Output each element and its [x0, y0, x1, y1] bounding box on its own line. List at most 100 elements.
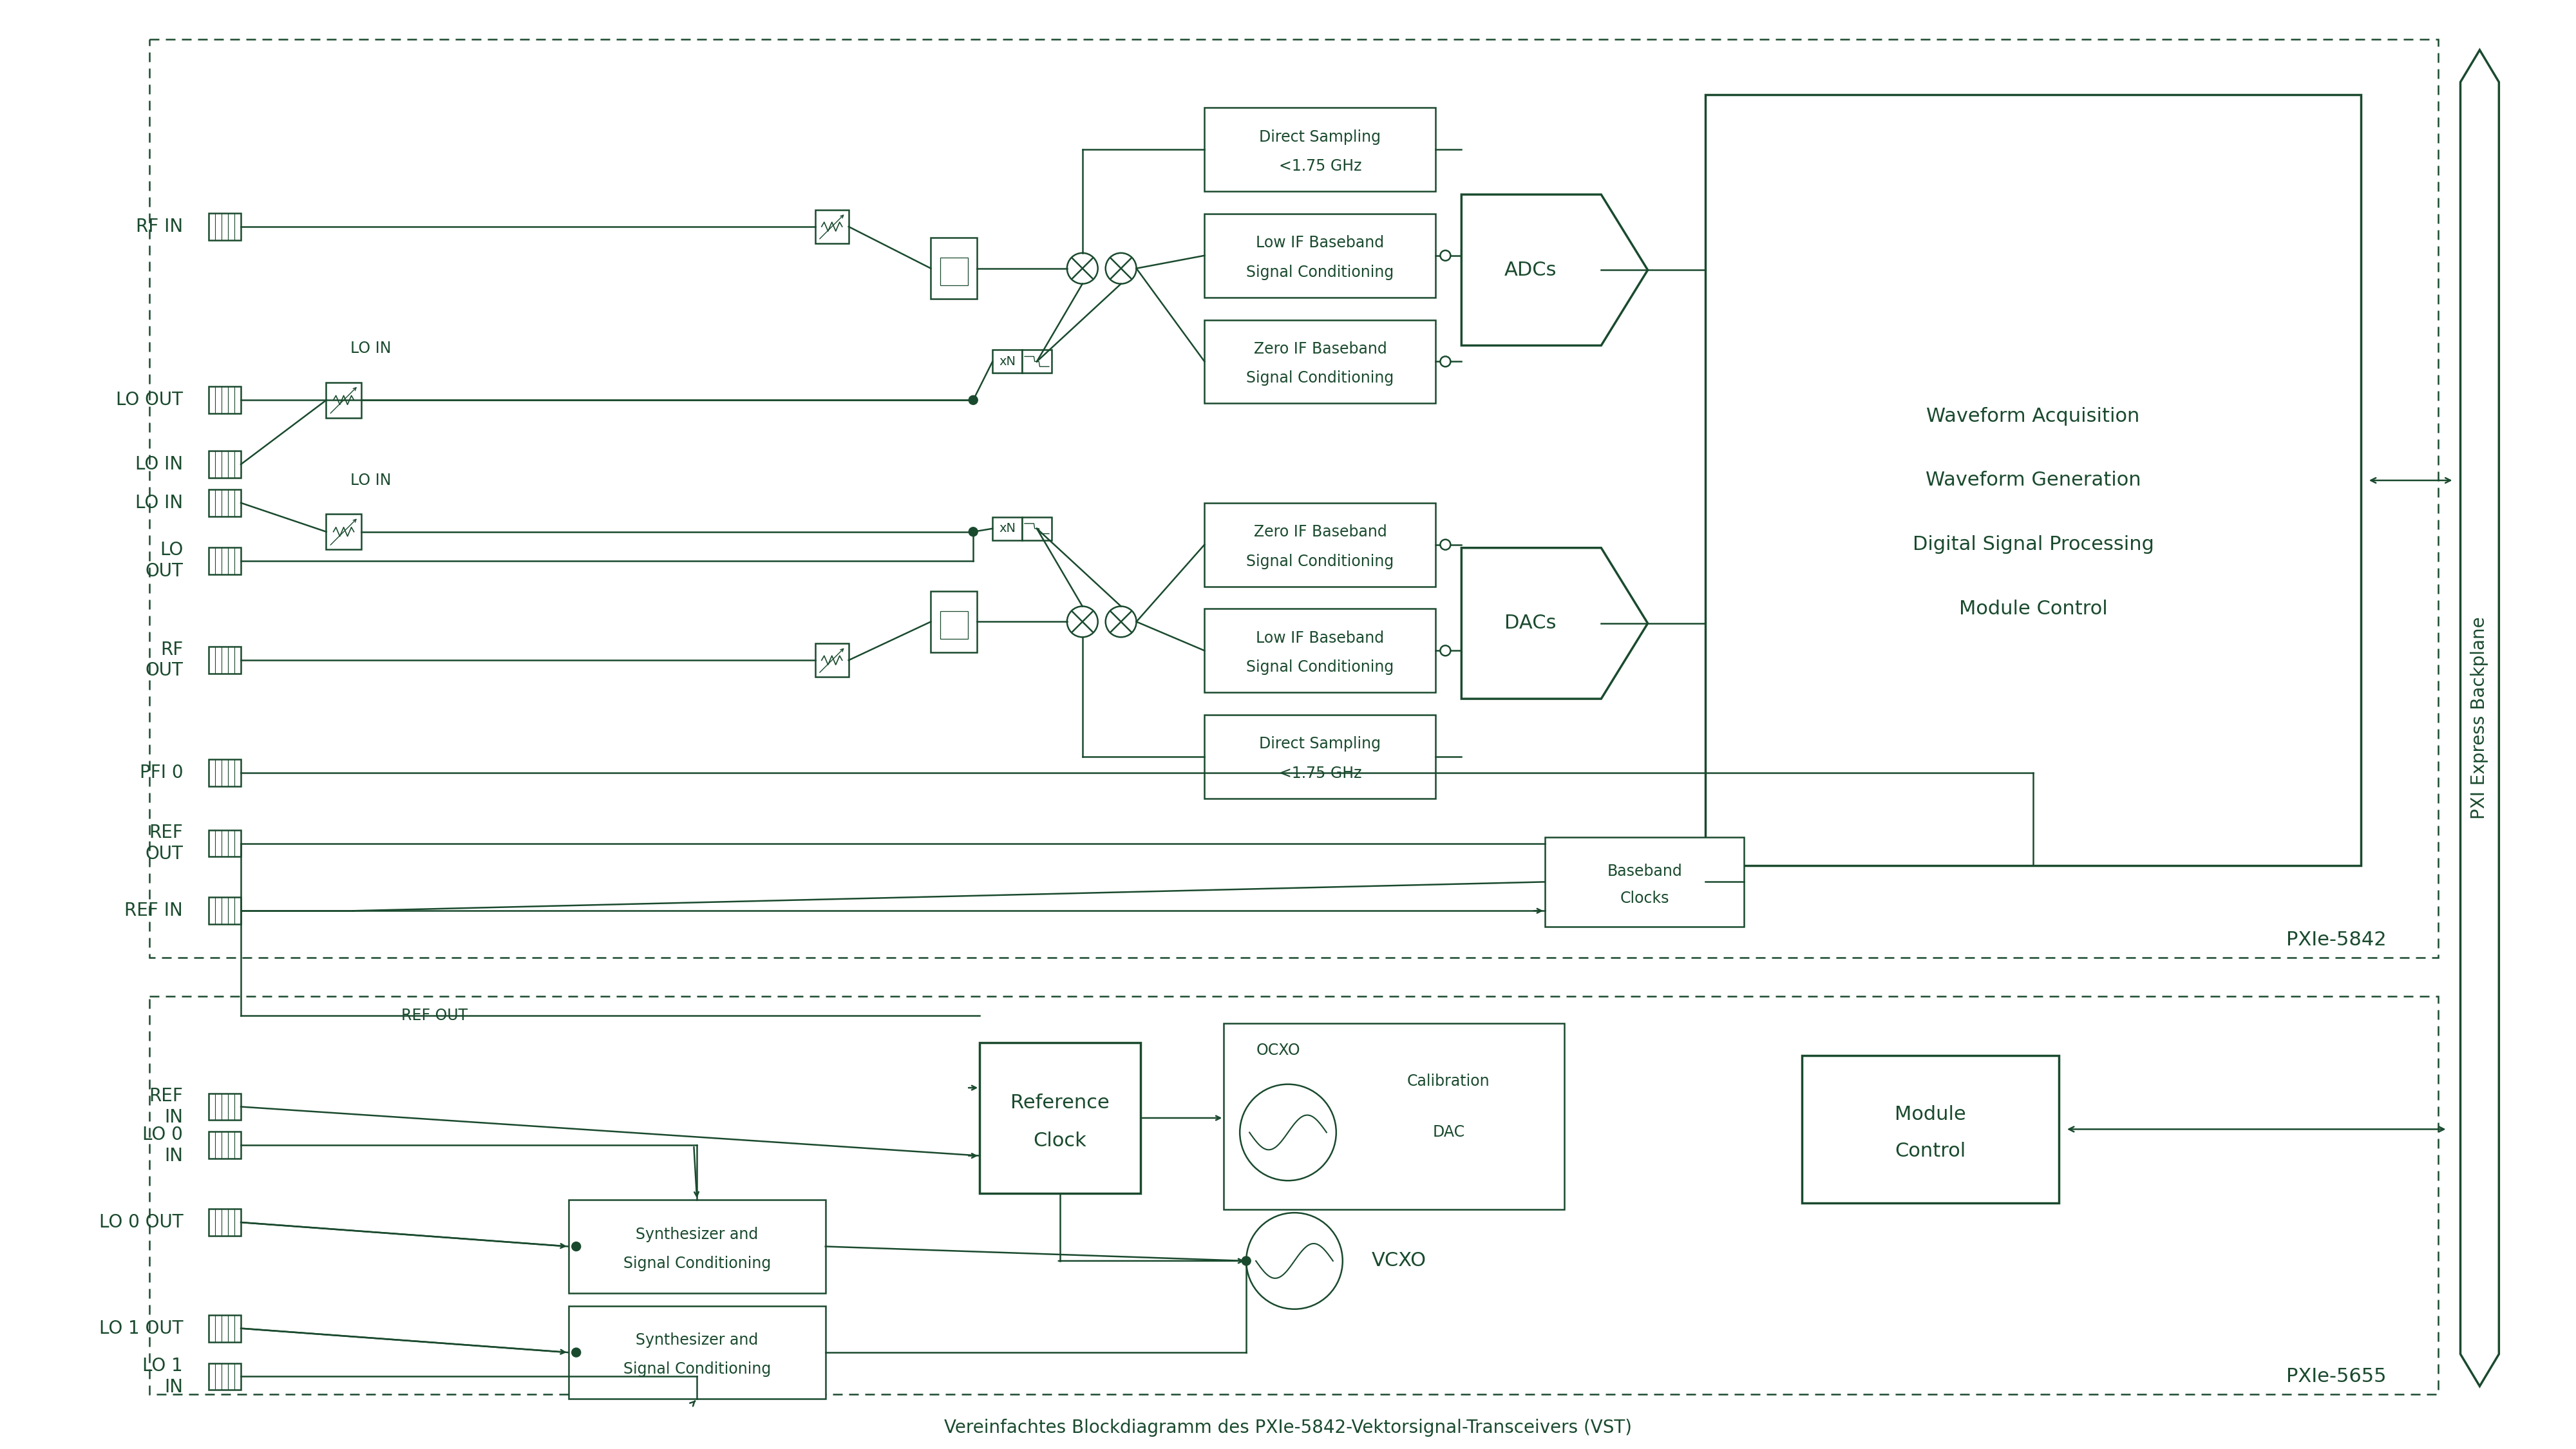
Text: LO 1
IN: LO 1 IN: [142, 1358, 183, 1395]
Bar: [569, 1200, 824, 1293]
Text: Vereinfachtes Blockdiagramm des PXIe-5842-Vektorsignal-Transceivers (VST): Vereinfachtes Blockdiagramm des PXIe-584…: [945, 1419, 1633, 1437]
Bar: [1224, 1023, 1564, 1210]
Text: DACs: DACs: [1504, 614, 1556, 633]
Bar: [814, 643, 848, 677]
Polygon shape: [2460, 49, 2499, 1387]
Text: PFI 0: PFI 0: [139, 764, 183, 781]
Polygon shape: [1461, 194, 1649, 345]
Text: <1.75 GHz: <1.75 GHz: [1278, 158, 1363, 174]
Circle shape: [1105, 606, 1136, 638]
Text: Module: Module: [1896, 1106, 1965, 1124]
Text: LO
OUT: LO OUT: [144, 542, 183, 580]
Circle shape: [1066, 606, 1097, 638]
Text: Signal Conditioning: Signal Conditioning: [623, 1362, 770, 1377]
Text: LO IN: LO IN: [137, 455, 183, 474]
Circle shape: [1440, 645, 1450, 656]
Circle shape: [969, 527, 979, 536]
Circle shape: [572, 1242, 580, 1250]
Bar: [209, 897, 242, 924]
Text: Signal Conditioning: Signal Conditioning: [1247, 554, 1394, 569]
Bar: [940, 611, 969, 639]
Text: Signal Conditioning: Signal Conditioning: [1247, 371, 1394, 385]
Bar: [1206, 214, 1435, 297]
Bar: [1206, 503, 1435, 587]
Circle shape: [1239, 1084, 1337, 1181]
Text: OCXO: OCXO: [1257, 1042, 1301, 1058]
Text: Direct Sampling: Direct Sampling: [1260, 736, 1381, 752]
Bar: [209, 1208, 242, 1236]
Text: Signal Conditioning: Signal Conditioning: [1247, 659, 1394, 675]
Polygon shape: [1461, 548, 1649, 698]
Text: Waveform Acquisition: Waveform Acquisition: [1927, 407, 2141, 426]
Text: Clocks: Clocks: [1620, 890, 1669, 906]
Bar: [209, 1314, 242, 1342]
Text: Zero IF Baseband: Zero IF Baseband: [1255, 525, 1386, 540]
Text: Waveform Generation: Waveform Generation: [1924, 471, 2141, 490]
Text: Synthesizer and: Synthesizer and: [636, 1333, 757, 1348]
Text: LO 0
IN: LO 0 IN: [142, 1126, 183, 1165]
Bar: [1803, 1055, 2058, 1203]
Bar: [209, 1093, 242, 1120]
Bar: [209, 451, 242, 478]
Text: Signal Conditioning: Signal Conditioning: [623, 1255, 770, 1271]
Text: REF OUT: REF OUT: [402, 1009, 469, 1023]
Text: Module Control: Module Control: [1958, 600, 2107, 619]
Bar: [1206, 714, 1435, 798]
Text: Synthesizer and: Synthesizer and: [636, 1227, 757, 1242]
Text: Low IF Baseband: Low IF Baseband: [1257, 235, 1383, 251]
Text: LO IN: LO IN: [350, 341, 392, 356]
Bar: [814, 210, 848, 243]
Circle shape: [1242, 1256, 1252, 1265]
Bar: [1023, 517, 1051, 540]
Text: RF
OUT: RF OUT: [144, 640, 183, 680]
Text: LO 0 OUT: LO 0 OUT: [98, 1213, 183, 1232]
Bar: [930, 591, 976, 652]
Bar: [327, 514, 361, 549]
Bar: [992, 351, 1023, 372]
Text: Control: Control: [1896, 1142, 1965, 1161]
Text: Calibration: Calibration: [1406, 1074, 1489, 1088]
Text: Direct Sampling: Direct Sampling: [1260, 129, 1381, 145]
Bar: [1546, 838, 1744, 927]
Text: Low IF Baseband: Low IF Baseband: [1257, 630, 1383, 646]
Circle shape: [1440, 356, 1450, 367]
Text: LO 1 OUT: LO 1 OUT: [98, 1320, 183, 1337]
Bar: [1023, 351, 1051, 372]
Text: Reference: Reference: [1010, 1094, 1110, 1113]
Text: REF
OUT: REF OUT: [144, 824, 183, 862]
Bar: [209, 213, 242, 241]
Text: Clock: Clock: [1033, 1132, 1087, 1151]
Bar: [1705, 96, 2360, 867]
Text: xN: xN: [999, 355, 1015, 368]
Bar: [1206, 320, 1435, 403]
Text: Baseband: Baseband: [1607, 864, 1682, 880]
Bar: [930, 238, 976, 298]
Bar: [209, 1364, 242, 1390]
Circle shape: [1247, 1213, 1342, 1308]
Text: ADCs: ADCs: [1504, 261, 1556, 280]
Text: LO IN: LO IN: [350, 472, 392, 488]
Text: Zero IF Baseband: Zero IF Baseband: [1255, 342, 1386, 356]
Circle shape: [969, 396, 979, 404]
Bar: [209, 548, 242, 574]
Bar: [979, 1042, 1141, 1194]
Bar: [209, 1132, 242, 1159]
Circle shape: [1440, 251, 1450, 261]
Bar: [992, 517, 1023, 540]
Bar: [209, 490, 242, 516]
Text: VCXO: VCXO: [1370, 1252, 1427, 1271]
Text: PXI Express Backplane: PXI Express Backplane: [2470, 617, 2488, 819]
Bar: [209, 759, 242, 787]
Text: REF
IN: REF IN: [149, 1087, 183, 1126]
Text: RF IN: RF IN: [137, 217, 183, 236]
Text: PXIe-5655: PXIe-5655: [2287, 1368, 2385, 1385]
Text: PXIe-5842: PXIe-5842: [2287, 930, 2385, 949]
Text: REF IN: REF IN: [124, 901, 183, 920]
Bar: [149, 39, 2437, 958]
Bar: [209, 830, 242, 856]
Text: <1.75 GHz: <1.75 GHz: [1278, 765, 1363, 781]
Bar: [1206, 107, 1435, 191]
Circle shape: [1105, 254, 1136, 284]
Text: DAC: DAC: [1432, 1124, 1466, 1140]
Bar: [209, 646, 242, 674]
